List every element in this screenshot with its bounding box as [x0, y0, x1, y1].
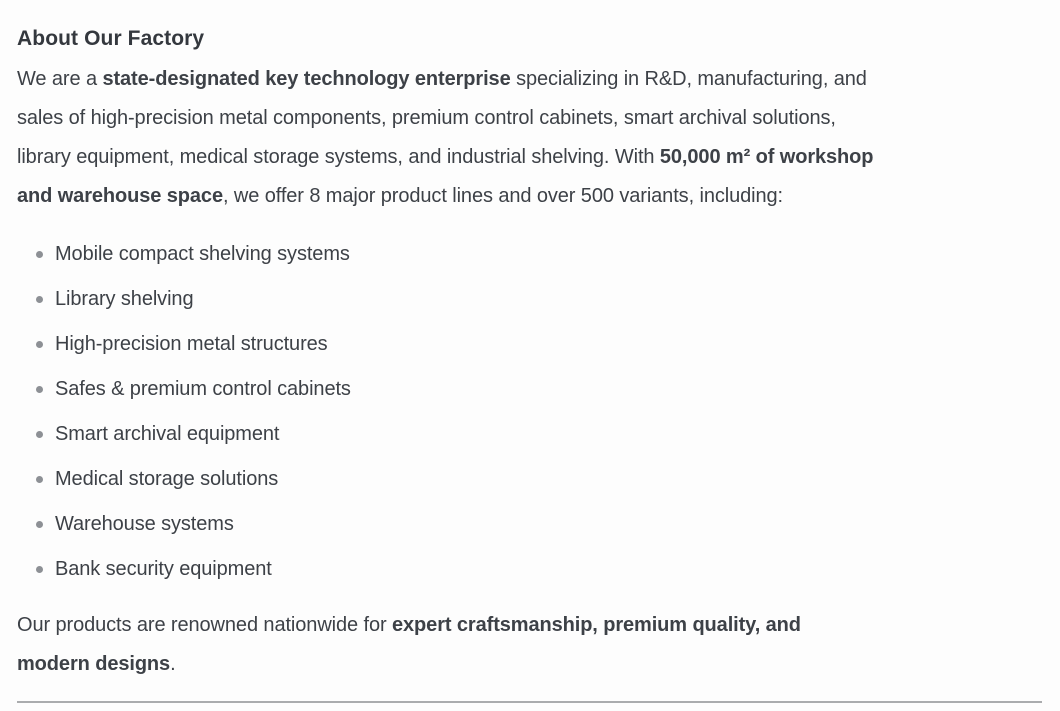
- closing-line: modern designs.: [17, 653, 176, 675]
- bottom-divider: [17, 701, 1042, 703]
- intro-paragraph: We are a state-designated key technology…: [17, 60, 1042, 216]
- list-item: Safes & premium control cabinets: [17, 370, 1042, 409]
- bullet-icon: [36, 296, 43, 303]
- bullet-icon: [36, 431, 43, 438]
- list-item-label: High-precision metal structures: [55, 333, 328, 355]
- intro-line: library equipment, medical storage syste…: [17, 146, 874, 168]
- list-item: Mobile compact shelving systems: [17, 235, 1042, 274]
- intro-line: and warehouse space, we offer 8 major pr…: [17, 185, 783, 207]
- product-list: Mobile compact shelving systems Library …: [17, 235, 1042, 589]
- list-item: High-precision metal structures: [17, 325, 1042, 364]
- closing-paragraph: Our products are renowned nationwide for…: [17, 606, 1042, 684]
- list-item: Bank security equipment: [17, 550, 1042, 589]
- list-item-label: Warehouse systems: [55, 513, 234, 535]
- list-item-label: Safes & premium control cabinets: [55, 378, 351, 400]
- list-item-label: Library shelving: [55, 288, 194, 310]
- list-item-label: Bank security equipment: [55, 558, 272, 580]
- list-item-label: Smart archival equipment: [55, 423, 280, 445]
- bullet-icon: [36, 476, 43, 483]
- list-item-label: Mobile compact shelving systems: [55, 243, 350, 265]
- bullet-icon: [36, 251, 43, 258]
- closing-line: Our products are renowned nationwide for…: [17, 614, 801, 636]
- section-title: About Our Factory: [17, 27, 205, 50]
- list-item-label: Medical storage solutions: [55, 468, 279, 490]
- list-item: Warehouse systems: [17, 505, 1042, 544]
- list-item: Medical storage solutions: [17, 460, 1042, 499]
- bullet-icon: [36, 341, 43, 348]
- bullet-icon: [36, 521, 43, 528]
- list-item: Smart archival equipment: [17, 415, 1042, 454]
- intro-line: We are a state-designated key technology…: [17, 68, 867, 90]
- bullet-icon: [36, 386, 43, 393]
- intro-line: sales of high-precision metal components…: [17, 107, 836, 129]
- list-item: Library shelving: [17, 280, 1042, 319]
- bullet-icon: [36, 566, 43, 573]
